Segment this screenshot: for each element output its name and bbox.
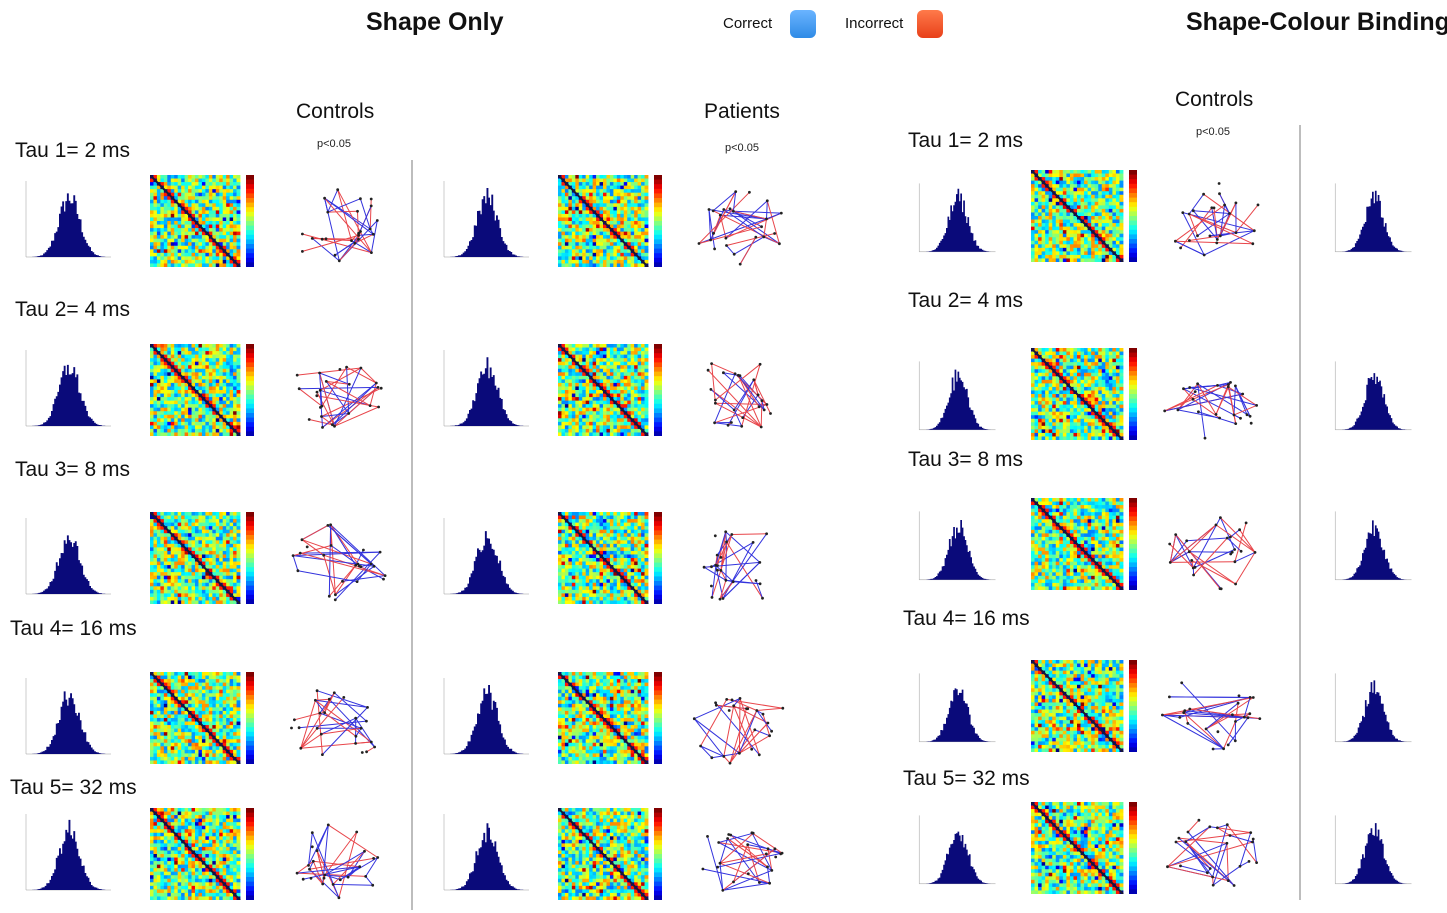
- tau-label: Tau 2= 4 ms: [15, 298, 130, 321]
- histogram-bars: [450, 531, 524, 594]
- histogram-bars: [32, 819, 106, 890]
- tau-label: Tau 3= 8 ms: [908, 448, 1023, 471]
- correlation-matrix: [558, 344, 662, 436]
- connectivity-graph: [301, 188, 379, 263]
- histogram-plot: [25, 678, 111, 755]
- histogram-plot: [1334, 673, 1412, 743]
- shape-only-controls-title: Controls: [296, 100, 375, 123]
- shape-only-patients-title: Patients: [704, 100, 780, 123]
- tau-label: Tau 2= 4 ms: [908, 289, 1023, 312]
- correlation-matrix: [558, 808, 662, 900]
- histogram-plot: [25, 181, 111, 258]
- legend-correct-swatch: [790, 10, 816, 38]
- correlation-matrix: [150, 672, 254, 764]
- histogram-bars: [1340, 823, 1407, 884]
- correlation-matrix: [558, 672, 662, 764]
- connectivity-graph: [290, 689, 376, 756]
- correlation-matrix: [1031, 348, 1137, 440]
- tau-label: Tau 4= 16 ms: [10, 617, 137, 640]
- histogram-bars: [32, 193, 106, 257]
- correlation-matrix: [150, 512, 254, 604]
- histogram-plot: [1334, 361, 1412, 431]
- histogram-plot: [443, 181, 529, 258]
- connectivity-graph: [1161, 681, 1262, 751]
- histogram-plot: [25, 518, 111, 595]
- legend-correct-label: Correct: [723, 15, 773, 32]
- histogram-plot: [443, 518, 529, 595]
- histogram-plot: [25, 814, 111, 891]
- histogram-bars: [1340, 373, 1407, 430]
- correlation-matrix: [1031, 498, 1137, 590]
- tau-label: Tau 3= 8 ms: [15, 458, 130, 481]
- histogram-bars: [32, 364, 106, 426]
- histogram-bars: [450, 685, 524, 754]
- histogram-bars: [32, 535, 106, 594]
- shape-only-patients-significance: p<0.05: [725, 142, 759, 154]
- histogram-bars: [924, 520, 991, 580]
- connectivity-graph: [295, 365, 383, 429]
- shape-only-title: Shape Only: [366, 8, 504, 36]
- histogram-bars: [924, 831, 991, 884]
- correlation-matrix: [1031, 660, 1137, 752]
- shape-colour-binding-title: Shape-Colour Binding: [1186, 8, 1447, 36]
- histogram-plot: [918, 511, 996, 581]
- correlation-matrix: [1031, 170, 1137, 262]
- shape-colour-controls-significance: p<0.05: [1196, 126, 1230, 138]
- legend-incorrect-swatch: [917, 10, 943, 38]
- connectivity-graph: [697, 190, 783, 266]
- correlation-matrix: [150, 344, 254, 436]
- histogram-plot: [1334, 511, 1412, 581]
- histogram-plot: [443, 678, 529, 755]
- connectivity-graph: [1168, 516, 1257, 591]
- correlation-matrix: [558, 512, 662, 604]
- histogram-plot: [918, 815, 996, 885]
- histogram-plot: [918, 183, 996, 253]
- shape-only-controls-significance: p<0.05: [317, 138, 351, 150]
- connectivity-graph: [701, 831, 784, 892]
- shape-colour-controls-title: Controls: [1175, 88, 1254, 111]
- tau-label: Tau 1= 2 ms: [908, 129, 1023, 152]
- connectivity-graph: [295, 823, 380, 900]
- histogram-bars: [1340, 190, 1407, 252]
- tau-label: Tau 1= 2 ms: [15, 139, 130, 162]
- histogram-plot: [1334, 815, 1412, 885]
- histogram-bars: [924, 688, 991, 742]
- correlation-matrix: [558, 175, 662, 267]
- correlation-matrix: [150, 175, 254, 267]
- legend-incorrect-label: Incorrect: [845, 15, 904, 32]
- correlation-matrix: [1031, 802, 1137, 894]
- connectivity-graph: [702, 530, 768, 601]
- connectivity-graph: [692, 697, 785, 765]
- tau-label: Tau 5= 32 ms: [10, 776, 137, 799]
- connectivity-graph: [1163, 381, 1258, 440]
- histogram-plot: [443, 350, 529, 427]
- divider-shape-colour: [1299, 125, 1301, 900]
- histogram-plot: [443, 814, 529, 891]
- histogram-bars: [32, 691, 106, 754]
- connectivity-graph: [1166, 818, 1258, 887]
- histogram-plot: [918, 361, 996, 431]
- histogram-plot: [1334, 183, 1412, 253]
- correlation-matrix: [150, 808, 254, 900]
- connectivity-graph: [291, 523, 387, 602]
- histogram-bars: [924, 188, 991, 252]
- histogram-plot: [918, 673, 996, 743]
- divider-shape-only: [411, 160, 413, 910]
- histogram-bars: [1340, 680, 1407, 742]
- connectivity-graph: [706, 362, 772, 429]
- histogram-bars: [450, 357, 524, 426]
- histogram-bars: [1340, 520, 1407, 580]
- tau-label: Tau 5= 32 ms: [903, 767, 1030, 790]
- connectivity-graph: [1174, 182, 1260, 257]
- histogram-bars: [450, 188, 524, 257]
- histogram-bars: [450, 823, 524, 890]
- histogram-bars: [924, 369, 991, 430]
- tau-label: Tau 4= 16 ms: [903, 607, 1030, 630]
- histogram-plot: [25, 350, 111, 427]
